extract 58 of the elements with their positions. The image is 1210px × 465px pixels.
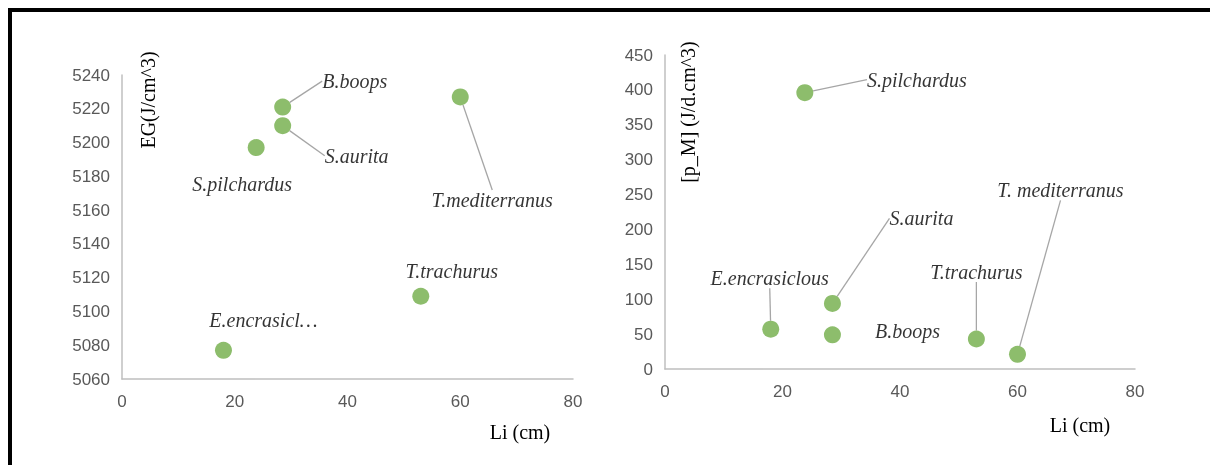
y-tick-label: 5120 (72, 268, 110, 288)
annotation: S.pilchardus (866, 68, 967, 92)
y-tick-label: 300 (624, 150, 653, 170)
x-tick-label: 40 (890, 382, 910, 401)
x-axis-title: Li (cm) (489, 421, 551, 444)
point (214, 341, 232, 359)
annotation: T. mediterranus (997, 179, 1124, 202)
x-tick-label: 0 (117, 392, 127, 411)
x-tick-label: 0 (660, 382, 670, 401)
y-tick-label: 200 (624, 219, 653, 239)
y-tick-label: 250 (624, 185, 653, 205)
point (274, 98, 292, 116)
point (796, 84, 814, 102)
annotation: T.trachurus (930, 261, 1023, 283)
x-axis-title: Li (cm) (1049, 414, 1111, 437)
annotation: S.aurita (324, 144, 389, 167)
y-tick-label: 5160 (72, 200, 110, 220)
point (762, 320, 780, 338)
y-tick-label: 400 (624, 80, 653, 100)
point (1009, 345, 1026, 363)
annotation: T.mediterranus (431, 188, 554, 211)
x-tick-label: 60 (450, 392, 470, 411)
x-tick-label: 20 (225, 392, 245, 411)
y-tick-label: 5140 (72, 234, 110, 254)
y-tick-label: 450 (624, 45, 653, 65)
x-tick-label: 60 (1008, 382, 1027, 401)
y-tick-label: 5200 (72, 133, 110, 153)
y-tick-label: 5180 (72, 166, 110, 186)
x-tick-label: 80 (563, 392, 583, 411)
x-tick-label: 80 (1125, 382, 1145, 401)
annotation: E.encrasiclous (709, 267, 830, 290)
point (451, 88, 469, 106)
x-tick-label: 20 (773, 382, 792, 401)
y-tick-label: 5080 (72, 335, 110, 355)
annotation: S.aurita (889, 207, 954, 230)
point (247, 139, 265, 157)
y-tick-label: 100 (624, 289, 653, 309)
y-axis-title: EG(J/cm^3) (137, 51, 160, 149)
point (274, 117, 292, 135)
point (823, 326, 841, 344)
annotation: B.boops (874, 319, 941, 343)
y-tick-label: 150 (624, 254, 653, 274)
y-tick-label: 5100 (72, 301, 110, 321)
y-tick-label: 5220 (72, 99, 110, 119)
y-tick-label: 5240 (72, 65, 110, 85)
point (823, 294, 841, 312)
annotation: S.pilchardus (192, 172, 293, 196)
y-tick-label: 50 (634, 324, 653, 344)
y-tick-label: 5060 (72, 369, 110, 389)
annotation: T.trachurus (405, 260, 499, 283)
annotation: E.encrasicl… (208, 309, 318, 332)
point (967, 330, 985, 348)
y-tick-label: 350 (624, 115, 653, 135)
annotation: B.boops (322, 70, 388, 94)
y-tick-label: 0 (643, 359, 653, 379)
y-axis-title: [p_M] (J/d.cm^3) (677, 41, 700, 183)
point (412, 287, 430, 305)
x-tick-label: 40 (338, 392, 357, 411)
